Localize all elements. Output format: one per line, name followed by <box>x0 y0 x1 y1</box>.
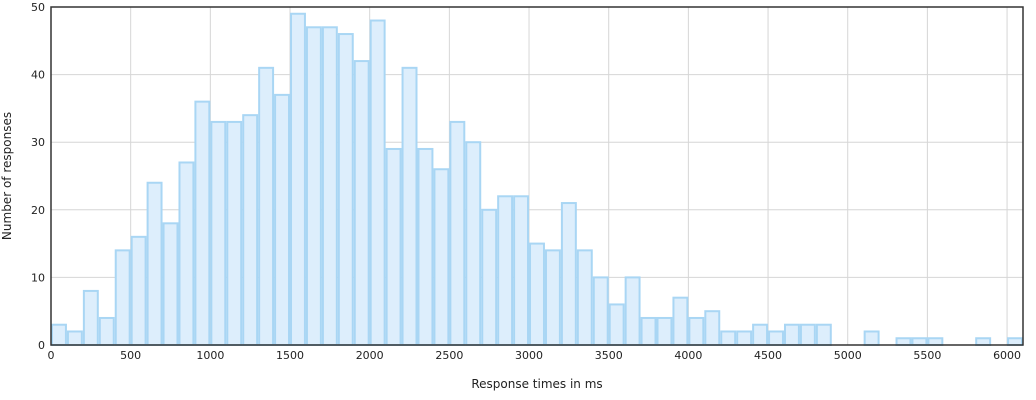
histogram-bar <box>194 100 211 346</box>
histogram-bar <box>433 168 450 346</box>
histogram-bar <box>688 316 705 346</box>
histogram-bar <box>82 289 99 347</box>
x-tick-label: 1500 <box>276 349 304 362</box>
histogram-bar <box>560 202 577 346</box>
x-tick-label: 4000 <box>674 349 702 362</box>
x-tick-label: 2500 <box>435 349 463 362</box>
histogram-bar <box>321 26 338 347</box>
y-tick-label: 40 <box>31 69 45 82</box>
x-tick-label: 0 <box>48 349 55 362</box>
y-tick-label: 50 <box>31 1 45 14</box>
tick-layer: 0 500 1000 1500 2000 2500 3000 3500 4000 4500 5000… <box>31 1 1021 362</box>
histogram-bar <box>592 276 609 346</box>
histogram-bar <box>98 316 115 346</box>
histogram-bar <box>975 337 992 346</box>
y-tick-label: 30 <box>31 136 45 149</box>
histogram-bar <box>385 147 402 346</box>
histogram-bar <box>290 12 306 346</box>
x-tick-label: 5000 <box>834 349 862 362</box>
x-tick-label: 6000 <box>993 349 1021 362</box>
bar-layer <box>51 12 1023 347</box>
histogram-bar <box>720 330 737 347</box>
histogram-bar <box>1007 337 1023 346</box>
histogram-bar <box>114 249 131 346</box>
histogram-bar <box>258 66 275 346</box>
histogram-bar <box>927 337 944 346</box>
plot-frame <box>50 6 1024 346</box>
histogram-bar <box>529 242 545 347</box>
y-tick-label: 0 <box>38 339 45 352</box>
histogram-bar <box>210 120 227 346</box>
histogram-bar <box>513 195 530 346</box>
histogram-bar <box>353 60 370 347</box>
histogram-bar <box>146 181 163 346</box>
y-tick-label: 10 <box>31 271 45 284</box>
histogram-bar <box>656 316 673 346</box>
x-tick-label: 2000 <box>356 349 384 362</box>
histogram-bar <box>640 316 657 346</box>
histogram-bar <box>162 222 179 347</box>
histogram-bar <box>752 323 769 347</box>
histogram-bar <box>736 330 753 347</box>
histogram-bar <box>369 19 386 347</box>
y-axis-title: Number of responses <box>0 112 14 240</box>
histogram-bar <box>608 303 625 347</box>
histogram-bar <box>417 147 434 346</box>
histogram-bar <box>226 120 243 346</box>
histogram-bar <box>178 161 195 346</box>
y-tick-label: 20 <box>31 204 45 217</box>
histogram-bar <box>242 114 259 346</box>
histogram-bar <box>449 120 466 346</box>
histogram-bar <box>576 249 593 346</box>
histogram-bar <box>51 323 67 347</box>
histogram-bar <box>401 66 418 346</box>
histogram-bar <box>274 93 291 346</box>
histogram-bar <box>66 330 83 347</box>
histogram-bar <box>799 323 816 347</box>
histogram-bar <box>130 235 147 346</box>
histogram-bar <box>672 296 689 346</box>
x-tick-label: 4500 <box>754 349 782 362</box>
histogram-bar <box>465 141 482 346</box>
x-tick-label: 500 <box>120 349 141 362</box>
histogram-bar <box>544 249 561 346</box>
histogram-bar <box>305 26 322 347</box>
histogram-bar <box>337 33 354 346</box>
histogram-bar <box>704 310 721 347</box>
histogram-bar <box>497 195 514 346</box>
histogram-bar <box>783 323 800 347</box>
x-axis-title: Response times in ms <box>471 377 602 391</box>
x-tick-label: 1000 <box>196 349 224 362</box>
x-tick-label: 3000 <box>515 349 543 362</box>
histogram-bar <box>624 276 641 346</box>
x-tick-label: 3500 <box>595 349 623 362</box>
histogram-bar <box>481 208 498 346</box>
histogram-bar <box>768 330 784 347</box>
histogram-bar <box>815 323 832 347</box>
histogram-bar <box>863 330 880 347</box>
histogram-bar <box>895 337 912 346</box>
histogram-bar <box>911 337 928 346</box>
x-tick-label: 5500 <box>913 349 941 362</box>
